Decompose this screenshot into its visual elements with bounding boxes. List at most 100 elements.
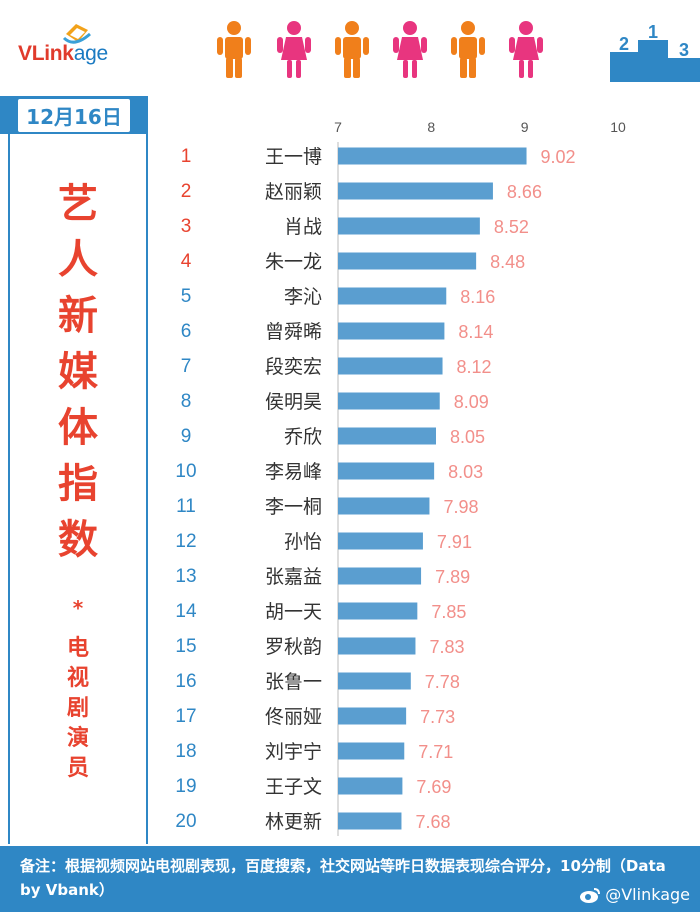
ranking-bar-chart: 7 8 9 10 1 王一博 9.02 2 赵丽颖 8.66 3 肖战 8.52 4 朱一龙 8.48 5 李沁 8… (175, 119, 626, 836)
bar (338, 602, 418, 620)
category-label: 乔欣 (284, 426, 322, 448)
vertical-title-char: 数 (58, 517, 98, 563)
category-label: 胡一天 (265, 601, 322, 623)
vertical-title: 艺人新媒体指数 (10, 176, 146, 568)
value-label: 9.02 (541, 147, 576, 167)
rank-label: 7 (181, 356, 192, 377)
rank-label: 4 (181, 251, 192, 272)
value-label: 8.12 (457, 357, 492, 377)
value-label: 7.78 (425, 672, 460, 692)
value-label: 7.98 (443, 497, 478, 517)
rank-label: 8 (181, 391, 192, 412)
vertical-title-char: 媒 (58, 349, 98, 395)
rank-label: 20 (175, 811, 196, 832)
vertical-subtitle-char: 演 (66, 726, 89, 751)
value-label: 7.89 (435, 567, 470, 587)
value-label: 7.69 (416, 777, 451, 797)
rank-label: 17 (175, 706, 196, 727)
bar (338, 427, 436, 445)
value-label: 7.73 (420, 707, 455, 727)
vertical-title-char: 体 (58, 405, 98, 451)
podium-icon: 2 1 3 (610, 22, 700, 82)
category-label: 张鲁一 (265, 671, 322, 693)
bar (338, 357, 443, 375)
value-label: 7.68 (415, 812, 450, 832)
category-label: 李一桐 (265, 496, 322, 518)
x-tick-label: 8 (427, 119, 435, 135)
vlinkage-logo: VLinkage (18, 22, 148, 74)
vertical-title-char: 人 (58, 237, 98, 283)
male-person-icon (451, 21, 485, 78)
category-label: 林更新 (265, 811, 322, 833)
svg-text:2: 2 (619, 34, 629, 54)
bar (338, 777, 403, 795)
date-badge: 12月16日 (0, 96, 148, 134)
vertical-subtitle-char: 员 (66, 756, 89, 781)
category-label: 罗秋韵 (265, 636, 322, 658)
bar (338, 567, 422, 585)
bar (338, 532, 423, 550)
value-label: 8.03 (448, 462, 483, 482)
rank-label: 1 (181, 146, 192, 167)
weibo-handle-text: @Vlinkage (605, 885, 690, 904)
rank-label: 19 (175, 776, 196, 797)
category-label: 张嘉益 (265, 566, 322, 588)
vertical-subtitle: 电视剧演员 (10, 634, 146, 784)
male-person-icon (335, 21, 369, 78)
x-tick-label: 10 (610, 119, 626, 135)
bar (338, 322, 445, 340)
category-label: 朱一龙 (265, 251, 322, 273)
bar (338, 497, 430, 515)
rank-label: 9 (181, 426, 192, 447)
svg-text:1: 1 (648, 22, 658, 42)
bar (338, 672, 411, 690)
category-label: 佟丽娅 (265, 706, 322, 728)
rank-label: 15 (175, 636, 196, 657)
value-label: 7.71 (418, 742, 453, 762)
weibo-handle[interactable]: @Vlinkage (579, 885, 690, 904)
category-label: 肖战 (284, 216, 322, 238)
value-label: 8.52 (494, 217, 529, 237)
category-label: 侯明昊 (265, 391, 322, 413)
value-label: 8.09 (454, 392, 489, 412)
female-person-icon (393, 21, 427, 78)
value-label: 8.66 (507, 182, 542, 202)
vertical-subtitle-char: 视 (66, 666, 89, 691)
bar (338, 707, 407, 725)
svg-text:3: 3 (679, 40, 689, 60)
weibo-icon (580, 887, 601, 903)
bar (338, 637, 416, 655)
bar (338, 217, 480, 235)
female-person-icon (277, 21, 311, 78)
logo-text-vlink: VLink (18, 42, 74, 65)
category-label: 王一博 (265, 146, 322, 168)
bar (338, 742, 405, 760)
rank-label: 16 (175, 671, 196, 692)
male-person-icon (217, 21, 251, 78)
bar (338, 287, 447, 305)
vertical-subtitle-char: 电 (66, 636, 89, 661)
logo-text-age: age (73, 42, 108, 65)
x-tick-label: 7 (334, 119, 342, 135)
category-label: 曾舜晞 (265, 321, 322, 343)
vertical-title-char: 艺 (58, 181, 98, 227)
value-label: 8.48 (490, 252, 525, 272)
category-label: 赵丽颖 (265, 181, 322, 203)
vertical-title-char: 新 (58, 293, 98, 339)
value-label: 8.05 (450, 427, 485, 447)
bar (338, 812, 402, 830)
rank-label: 11 (176, 496, 196, 517)
category-label: 王子文 (265, 776, 322, 798)
rank-label: 3 (181, 216, 192, 237)
value-label: 7.85 (431, 602, 466, 622)
rank-label: 12 (175, 531, 196, 552)
category-label: 李沁 (284, 286, 322, 308)
rank-label: 13 (175, 566, 196, 587)
logo-text: VLinkage (18, 42, 108, 66)
value-label: 8.16 (460, 287, 495, 307)
rank-label: 18 (175, 741, 196, 762)
value-label: 7.83 (429, 637, 464, 657)
bar (338, 252, 477, 270)
category-label: 刘宇宁 (265, 741, 322, 763)
bar (338, 182, 493, 200)
